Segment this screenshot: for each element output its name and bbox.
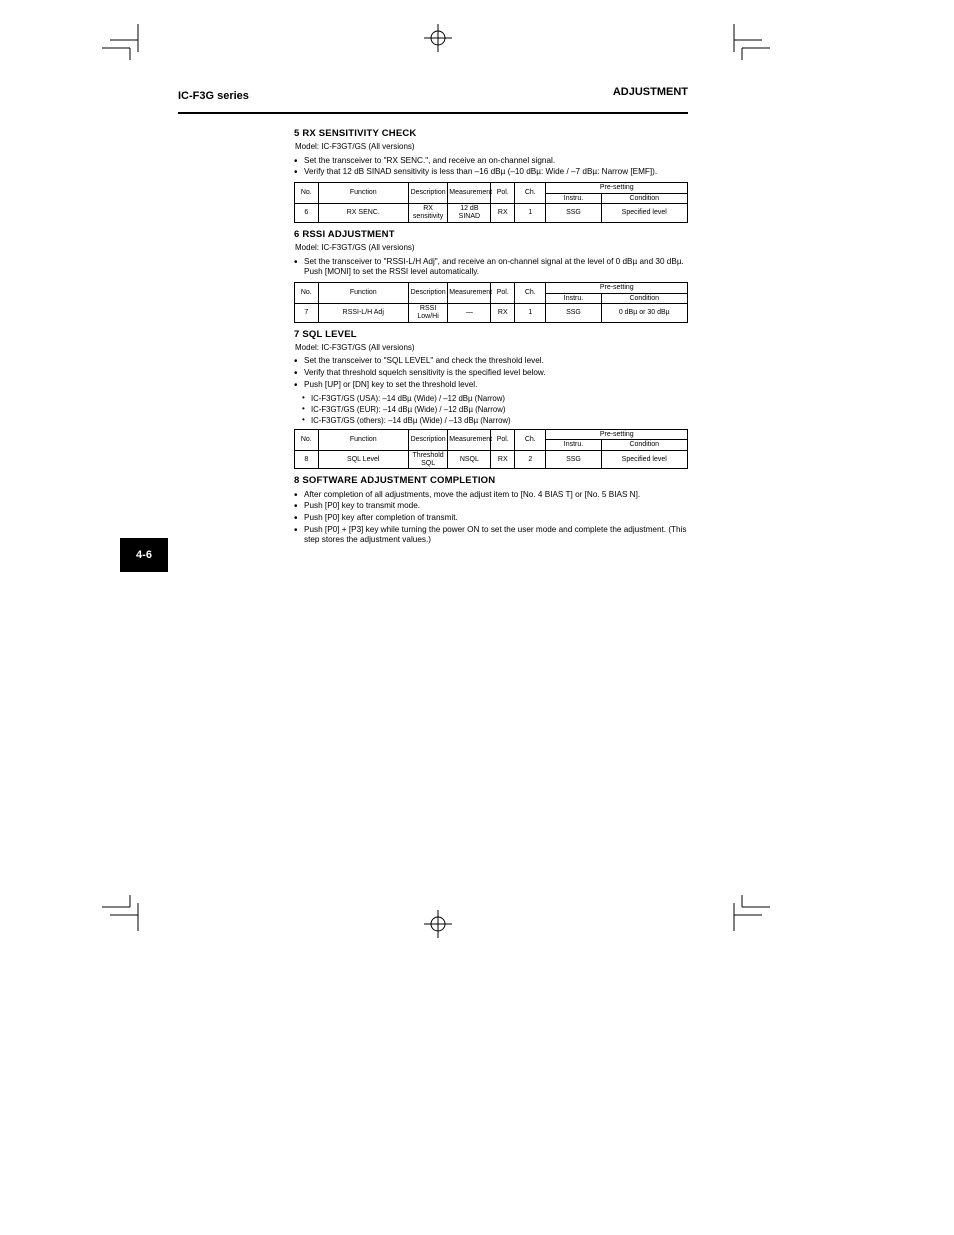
td: 7 bbox=[295, 304, 319, 322]
th-desc: Description bbox=[408, 183, 447, 204]
th-func: Function bbox=[318, 282, 408, 303]
th-ch: Ch. bbox=[515, 282, 546, 303]
page-number: 4-6 bbox=[136, 549, 152, 561]
td: RSSI-L/H Adj bbox=[318, 304, 408, 322]
sub-bullet-item: IC-F3GT/GS (others): –14 dBµ (Wide) / –1… bbox=[302, 416, 688, 426]
td: Threshold SQL bbox=[408, 451, 447, 469]
th-meas: Measurement bbox=[448, 183, 491, 204]
th-preset: Pre-setting bbox=[546, 183, 688, 194]
section-title: 8 SOFTWARE ADJUSTMENT COMPLETION bbox=[294, 475, 688, 487]
bullet-item: Push [P0] key to transmit mode. bbox=[294, 501, 688, 512]
td: RX bbox=[491, 304, 515, 322]
page-body: IC-F3G series ADJUSTMENT 5 RX SENSITIVIT… bbox=[178, 86, 688, 550]
bullet-item: Push [P0] key after completion of transm… bbox=[294, 513, 688, 524]
td: 8 bbox=[295, 451, 319, 469]
th-no: No. bbox=[295, 282, 319, 303]
th-preset: Pre-setting bbox=[546, 282, 688, 293]
th-cond: Condition bbox=[601, 293, 688, 304]
td: RX SENC. bbox=[318, 204, 408, 222]
section-rx-sens: 5 RX SENSITIVITY CHECK Model: IC-F3GT/GS… bbox=[294, 128, 688, 223]
crop-mark-tr bbox=[726, 24, 770, 60]
th-ch: Ch. bbox=[515, 183, 546, 204]
td: 1 bbox=[515, 304, 546, 322]
th-cond: Condition bbox=[601, 193, 688, 204]
bullet-item: Verify that threshold squelch sensitivit… bbox=[294, 368, 688, 379]
td: 12 dB SINAD bbox=[448, 204, 491, 222]
th-preset: Pre-setting bbox=[546, 429, 688, 440]
th-desc: Description bbox=[408, 429, 447, 450]
sub-bullet-item: IC-F3GT/GS (USA): –14 dBµ (Wide) / –12 d… bbox=[302, 394, 688, 404]
bullet-item: Set the transceiver to "RSSI-L/H Adj", a… bbox=[294, 257, 688, 278]
th-pol: Pol. bbox=[491, 282, 515, 303]
spec-table: No. Function Description Measurement Pol… bbox=[294, 182, 688, 223]
td: RX bbox=[491, 204, 515, 222]
bullet-list: Set the transceiver to "SQL LEVEL" and c… bbox=[294, 356, 688, 390]
td: 2 bbox=[515, 451, 546, 469]
bullet-item: Push [P0] + [P3] key while turning the p… bbox=[294, 525, 688, 546]
bullet-list: Set the transceiver to "RX SENC.", and r… bbox=[294, 156, 688, 178]
header-series: IC-F3G series bbox=[178, 90, 249, 102]
spec-table: No. Function Description Measurement Pol… bbox=[294, 429, 688, 470]
model-line: Model: IC-F3GT/GS (All versions) bbox=[295, 343, 688, 353]
model-line: Model: IC-F3GT/GS (All versions) bbox=[295, 142, 688, 152]
th-instru: Instru. bbox=[546, 293, 601, 304]
section-completion: 8 SOFTWARE ADJUSTMENT COMPLETION After c… bbox=[294, 475, 688, 546]
bullet-item: Push [UP] or [DN] key to set the thresho… bbox=[294, 380, 688, 391]
header-section: ADJUSTMENT bbox=[613, 86, 688, 98]
th-desc: Description bbox=[408, 282, 447, 303]
section-title: 7 SQL LEVEL bbox=[294, 329, 688, 341]
section-sql: 7 SQL LEVEL Model: IC-F3GT/GS (All versi… bbox=[294, 329, 688, 470]
td: SQL Level bbox=[318, 451, 408, 469]
bullet-item: Set the transceiver to "RX SENC.", and r… bbox=[294, 156, 688, 167]
td: 6 bbox=[295, 204, 319, 222]
crop-mark-br bbox=[726, 895, 770, 931]
sub-bullet-item: IC-F3GT/GS (EUR): –14 dBµ (Wide) / –12 d… bbox=[302, 405, 688, 415]
crop-mark-bl bbox=[102, 895, 146, 931]
header-rule bbox=[178, 112, 688, 114]
page-number-box: 4-6 bbox=[120, 538, 168, 572]
th-func: Function bbox=[318, 429, 408, 450]
th-instru: Instru. bbox=[546, 440, 601, 451]
crop-mark-tl bbox=[102, 24, 146, 60]
bullet-item: Verify that 12 dB SINAD sensitivity is l… bbox=[294, 167, 688, 178]
td: SSG bbox=[546, 204, 601, 222]
td: RX sensitivity bbox=[408, 204, 447, 222]
td: SSG bbox=[546, 451, 601, 469]
th-no: No. bbox=[295, 183, 319, 204]
th-meas: Measurement bbox=[448, 429, 491, 450]
td: Specified level bbox=[601, 451, 688, 469]
section-title: 5 RX SENSITIVITY CHECK bbox=[294, 128, 688, 140]
td: RSSI Low/Hi bbox=[408, 304, 447, 322]
th-ch: Ch. bbox=[515, 429, 546, 450]
th-cond: Condition bbox=[601, 440, 688, 451]
section-rssi: 6 RSSI ADJUSTMENT Model: IC-F3GT/GS (All… bbox=[294, 229, 688, 323]
section-title: 6 RSSI ADJUSTMENT bbox=[294, 229, 688, 241]
th-func: Function bbox=[318, 183, 408, 204]
spec-table: No. Function Description Measurement Pol… bbox=[294, 282, 688, 323]
th-meas: Measurement bbox=[448, 282, 491, 303]
td: NSQL bbox=[448, 451, 491, 469]
bullet-item: Set the transceiver to "SQL LEVEL" and c… bbox=[294, 356, 688, 367]
registration-mark-top bbox=[424, 24, 452, 57]
td: Specified level bbox=[601, 204, 688, 222]
td: 1 bbox=[515, 204, 546, 222]
td: RX bbox=[491, 451, 515, 469]
th-instru: Instru. bbox=[546, 193, 601, 204]
bullet-list: After completion of all adjustments, mov… bbox=[294, 490, 688, 546]
registration-mark-bottom bbox=[424, 910, 452, 943]
model-line: Model: IC-F3GT/GS (All versions) bbox=[295, 243, 688, 253]
bullet-list: Set the transceiver to "RSSI-L/H Adj", a… bbox=[294, 257, 688, 278]
td: 0 dBµ or 30 dBµ bbox=[601, 304, 688, 322]
td: — bbox=[448, 304, 491, 322]
page-header: IC-F3G series ADJUSTMENT bbox=[178, 86, 688, 110]
th-pol: Pol. bbox=[491, 429, 515, 450]
th-no: No. bbox=[295, 429, 319, 450]
content-column: 5 RX SENSITIVITY CHECK Model: IC-F3GT/GS… bbox=[294, 128, 688, 546]
sub-bullet-list: IC-F3GT/GS (USA): –14 dBµ (Wide) / –12 d… bbox=[302, 394, 688, 425]
td: SSG bbox=[546, 304, 601, 322]
th-pol: Pol. bbox=[491, 183, 515, 204]
bullet-item: After completion of all adjustments, mov… bbox=[294, 490, 688, 501]
